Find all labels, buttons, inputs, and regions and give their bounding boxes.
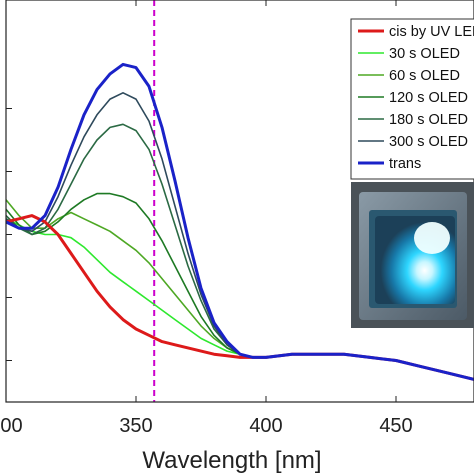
legend-label: 300 s OLED (389, 134, 468, 150)
legend-label: 30 s OLED (389, 46, 460, 62)
series-line-trans (6, 62, 474, 381)
x-tick-label: 300 (0, 415, 23, 437)
legend-entries: cis by UV LED 30 s OLED 60 s OLED 120 s OLE… (358, 24, 474, 172)
legend: cis by UV LED 30 s OLED 60 s OLED 120 s OLE… (350, 18, 474, 180)
plot-frame (5, 0, 474, 403)
x-axis-ticks: 300 350 400 450 (0, 0, 413, 437)
x-tick-label: 450 (379, 415, 412, 437)
legend-box (350, 18, 474, 180)
plot-area (6, 0, 474, 402)
legend-label: 180 s OLED (389, 112, 468, 128)
legend-label: trans (389, 156, 421, 172)
plot-clip-group (6, 0, 474, 402)
x-tick-label: 400 (249, 415, 282, 437)
y-axis-ticks (6, 108, 12, 361)
legend-label: cis by UV LED (389, 24, 474, 40)
x-axis-label: Wavelength [nm] (142, 447, 321, 474)
legend-label: 120 s OLED (389, 90, 468, 106)
x-tick-label: 350 (119, 415, 152, 437)
glowing-uv-cell-photo (351, 182, 474, 328)
legend-label: 60 s OLED (389, 68, 460, 84)
photo-center-glow (414, 222, 450, 254)
